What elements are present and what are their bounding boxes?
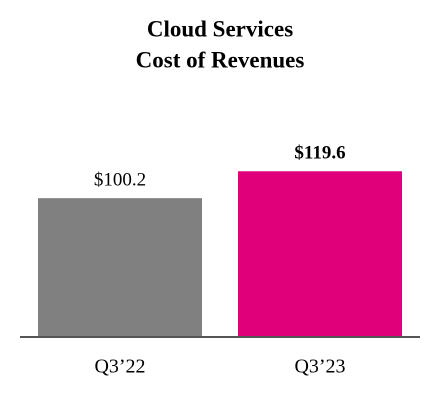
x-tick-label: Q3’23 (294, 356, 345, 378)
bar (38, 198, 202, 337)
bar (238, 171, 402, 337)
value-label: $119.6 (294, 143, 345, 164)
x-tick-label: Q3’22 (94, 356, 145, 378)
chart-title: Cost of Revenues (136, 47, 305, 72)
value-label: $100.2 (94, 170, 146, 191)
chart-title: Cloud Services (147, 16, 293, 41)
